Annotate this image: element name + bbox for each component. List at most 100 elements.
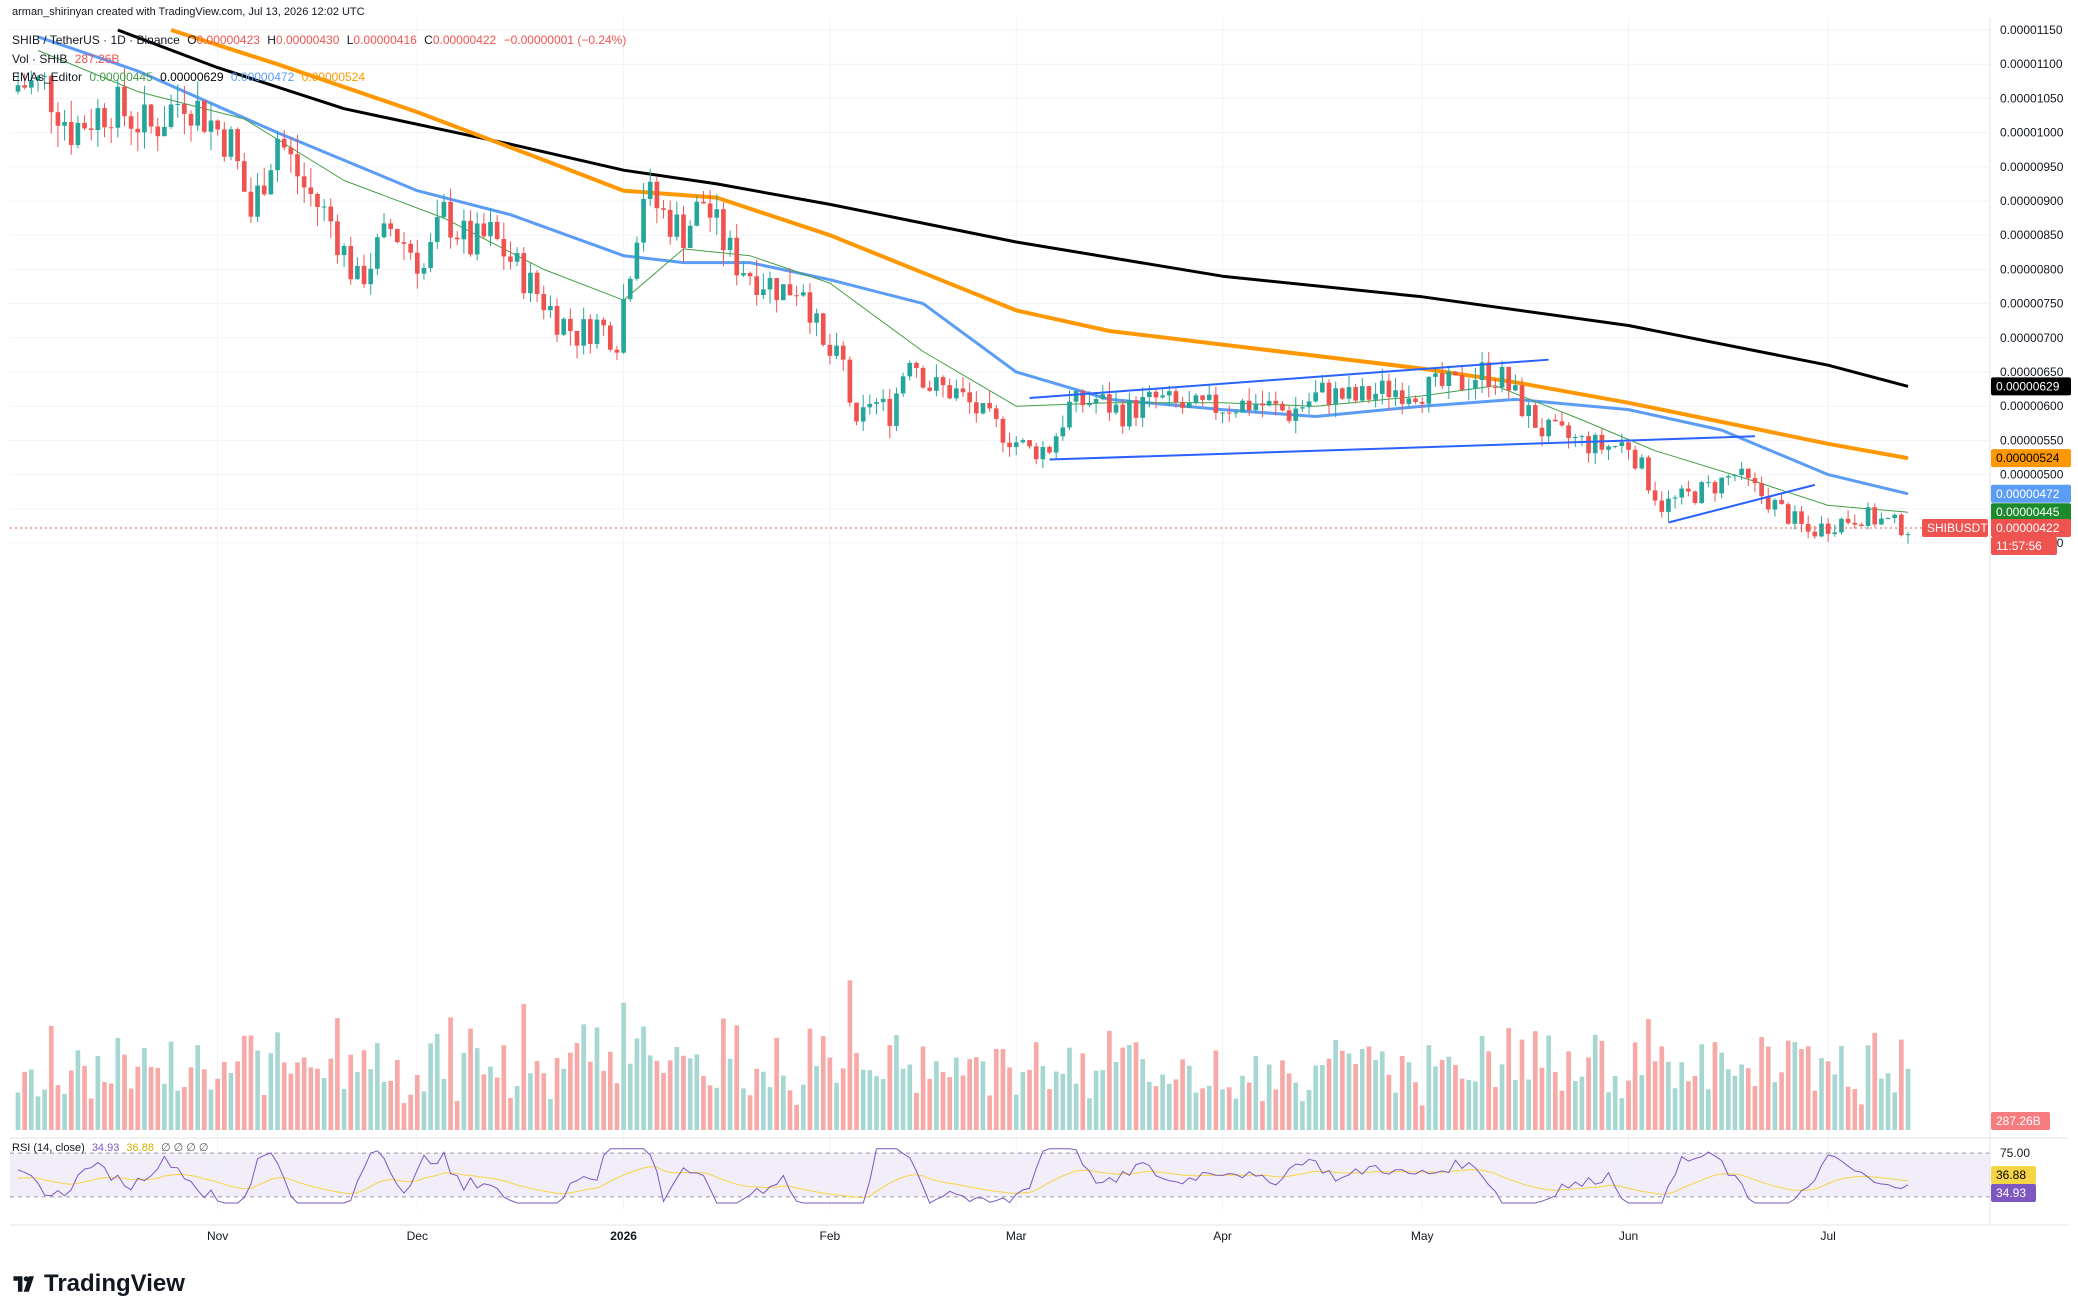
price-tick-label: 0.00001000 <box>2000 126 2064 140</box>
volume-bar <box>401 1103 407 1130</box>
volume-bar <box>328 1058 334 1130</box>
trendlines[interactable] <box>1029 358 1816 524</box>
candle-body <box>1293 408 1299 421</box>
volume-bar <box>874 1076 879 1130</box>
candle-body <box>248 191 254 217</box>
volume-value: 287.26B <box>74 52 120 66</box>
volume-bar <box>1739 1064 1744 1130</box>
ema20-tag-bg <box>1991 503 2071 522</box>
candle-body <box>874 402 879 404</box>
candle-body <box>1213 394 1219 413</box>
volume-bar <box>1519 1039 1525 1130</box>
rsi-band <box>10 1153 1990 1197</box>
volume-bar <box>35 1096 41 1130</box>
ema-label[interactable]: EMAs_Editor <box>12 70 83 84</box>
volume-bar <box>1000 1048 1006 1130</box>
time-tick-label: Apr <box>1213 1229 1232 1243</box>
candle-body <box>927 387 933 391</box>
candle-body <box>1173 391 1179 402</box>
volume-bar <box>301 1057 307 1130</box>
volume-bar <box>548 1098 553 1130</box>
grid-lines <box>10 18 1990 1210</box>
time-tick-label: Dec <box>407 1229 428 1243</box>
ema100-line <box>170 28 1909 461</box>
volume-bar <box>1499 1064 1505 1130</box>
volume-bar <box>587 1061 593 1130</box>
volume-bar <box>1399 1055 1405 1130</box>
candle-body <box>734 237 740 276</box>
volume-bars <box>15 980 1911 1130</box>
candle-body <box>1260 403 1265 406</box>
candle-body <box>940 377 946 386</box>
candle-body <box>701 201 706 204</box>
candle-body <box>1067 401 1072 428</box>
volume-bar <box>1779 1072 1784 1130</box>
volume-bar <box>208 1089 214 1130</box>
ema50-tag: 0.00000472 <box>1996 487 2060 501</box>
price-tick-label: 0.00001150 <box>2000 23 2063 37</box>
ema200-tag: 0.00000629 <box>1996 379 2060 393</box>
candle-body <box>860 407 866 422</box>
volume-bar <box>987 1095 992 1130</box>
volume-bar <box>15 1092 21 1130</box>
volume-bar <box>428 1043 433 1130</box>
candle-body <box>1366 386 1372 400</box>
volume-bar <box>980 1061 986 1130</box>
candle-body <box>1572 436 1578 439</box>
candle-body <box>1439 373 1445 386</box>
volume-bar <box>1080 1053 1086 1130</box>
tradingview-logo[interactable]: TradingView <box>12 1270 185 1298</box>
ema20-tag: 0.00000445 <box>1996 505 2060 519</box>
rsi-tag: 34.93 <box>1996 1186 2026 1200</box>
candle-body <box>987 403 992 409</box>
candle-body <box>674 214 680 237</box>
volume-bar <box>1240 1075 1245 1130</box>
volume-bar <box>1013 1094 1019 1130</box>
candlesticks[interactable] <box>15 68 1911 544</box>
candle-body <box>1659 500 1665 512</box>
time-axis[interactable]: Nov Dec 2026 Feb Mar Apr May Jun Jul <box>207 1229 1836 1243</box>
ema200-line <box>117 28 1909 388</box>
candle-body <box>1799 511 1804 524</box>
rsi-label[interactable]: RSI (14, close) <box>12 1142 85 1154</box>
volume-bar <box>601 1071 606 1130</box>
candle-body <box>1579 436 1585 438</box>
volume-bar <box>82 1065 87 1130</box>
volume-bar <box>1619 1098 1625 1130</box>
ema-legend: EMAs_Editor 0.00000445 0.00000629 0.0000… <box>12 70 369 84</box>
symbol-label[interactable]: SHIB / TetherUS · 1D · Binance <box>12 33 180 47</box>
volume-bar <box>295 1062 300 1130</box>
volume-bar <box>1153 1086 1159 1130</box>
candle-body <box>1399 390 1405 404</box>
candle-body <box>308 187 314 194</box>
volume-bar <box>168 1041 174 1130</box>
volume-bar <box>1320 1065 1325 1130</box>
candle-body <box>88 128 94 131</box>
candle-body <box>108 127 114 129</box>
candle-body <box>534 272 540 295</box>
volume-bar <box>1745 1068 1751 1130</box>
candle-body <box>814 313 819 323</box>
volume-bar <box>275 1032 280 1130</box>
candle-body <box>461 220 467 240</box>
candle-body <box>654 181 660 209</box>
volume-bar <box>1306 1089 1312 1130</box>
volume-label[interactable]: Vol · SHIB <box>12 52 68 66</box>
candle-body <box>568 318 573 331</box>
price-tick-label: 0.00000500 <box>2000 468 2064 482</box>
volume-bar <box>1453 1065 1458 1130</box>
volume-bar <box>1340 1050 1345 1130</box>
volume-bar <box>42 1089 47 1130</box>
candle-body <box>281 138 287 148</box>
candle-body <box>1845 518 1851 523</box>
volume-bar <box>1180 1059 1185 1130</box>
volume-bar <box>48 1025 54 1130</box>
candle-body <box>488 221 493 237</box>
candle-body <box>221 129 227 157</box>
candle-body <box>661 208 666 210</box>
candle-body <box>328 206 334 222</box>
candle-body <box>528 272 533 294</box>
volume-bar <box>1819 1058 1824 1130</box>
volume-bar <box>1473 1081 1478 1130</box>
